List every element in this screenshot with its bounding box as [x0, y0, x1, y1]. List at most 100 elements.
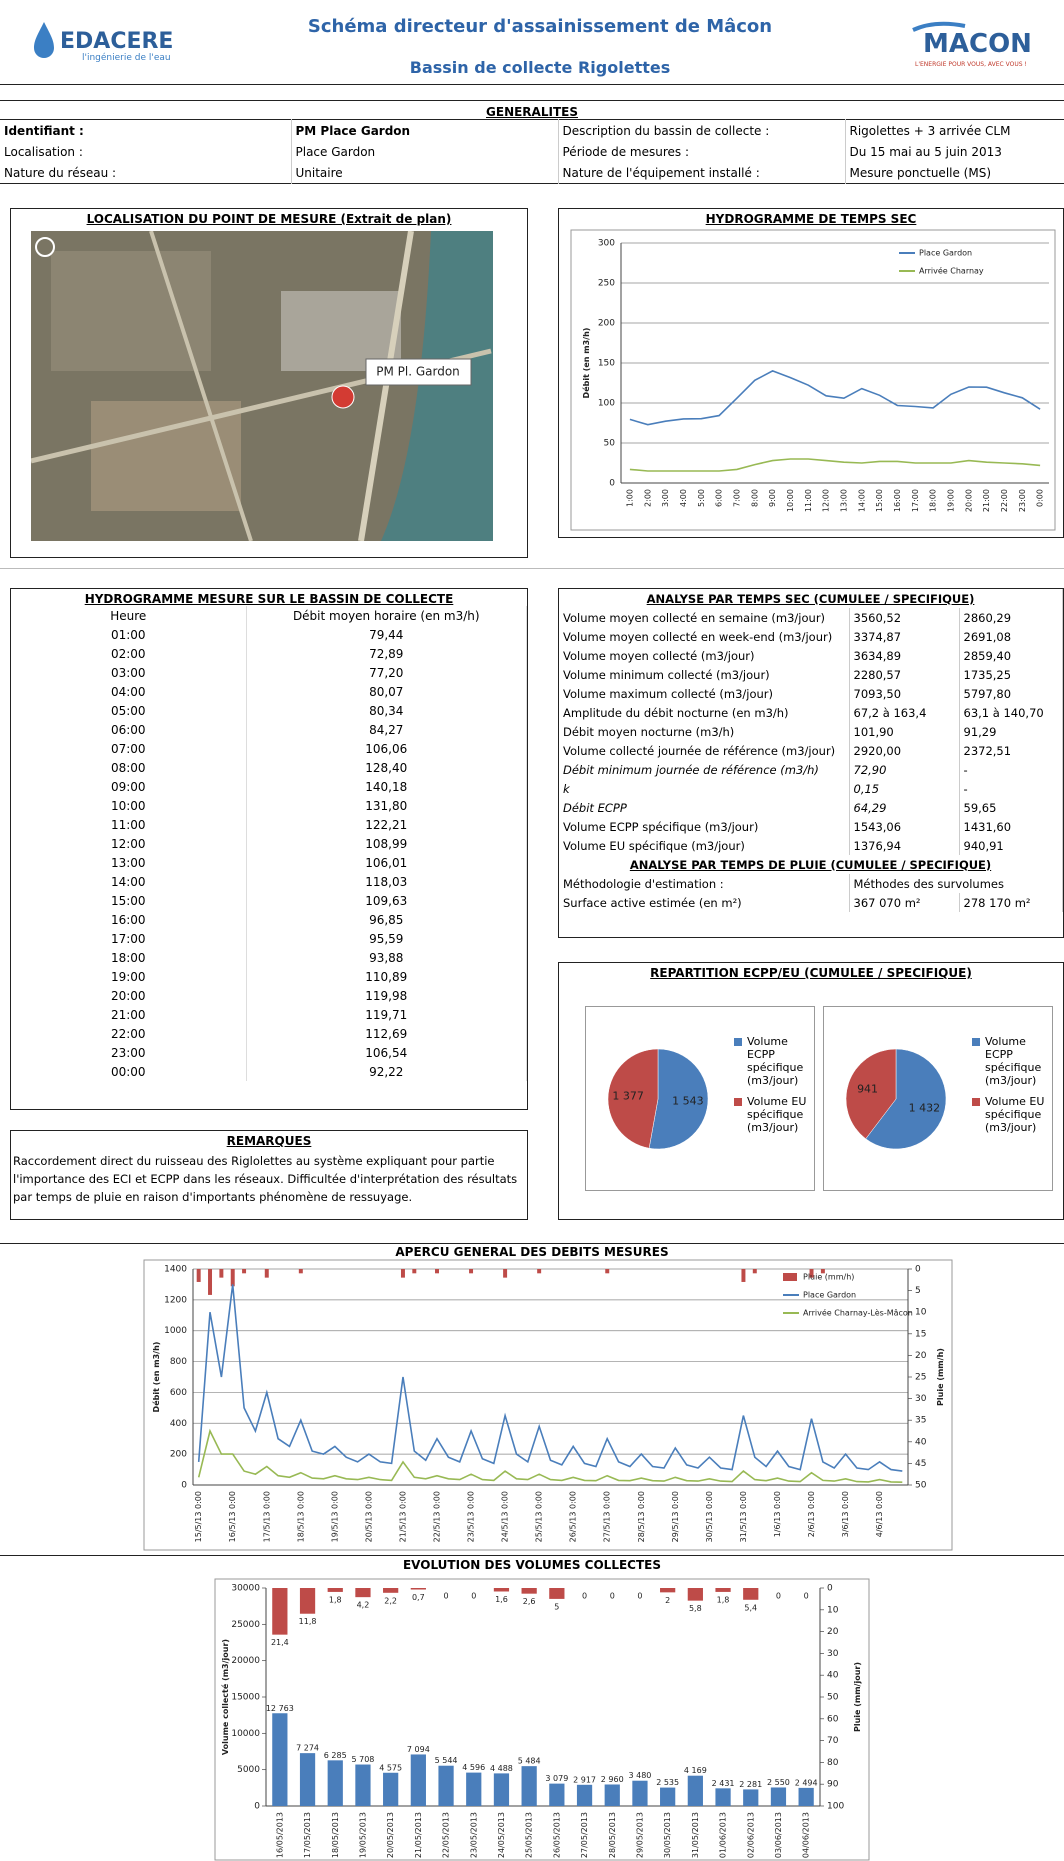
bar [549, 1784, 564, 1806]
separator [0, 568, 1064, 569]
data-label: 2,2 [384, 1596, 397, 1605]
table-cell: 0,15 [849, 779, 959, 798]
section-title: REPARTITION ECPP/EU (CUMULEE / SPECIFIQU… [559, 963, 1063, 980]
table-row: 11:00122,21 [11, 815, 527, 834]
y2-tick-label: 25 [915, 1373, 926, 1383]
bar [605, 1784, 620, 1806]
x-tick-label: 19/5/13 0:00 [330, 1491, 339, 1542]
table-row: 09:00140,18 [11, 777, 527, 796]
table-cell: 110,89 [246, 967, 527, 986]
table-cell: 07:00 [11, 739, 246, 758]
legend-item: Volume EU spécifique (m3/jour) [734, 1095, 812, 1134]
x-tick-label: 23/5/13 0:00 [467, 1491, 476, 1542]
table-cell: 59,65 [959, 798, 1063, 817]
x-tick-label: 21/05/2013 [414, 1812, 423, 1858]
table-cell: Volume moyen collecté en semaine (m3/jou… [559, 608, 849, 627]
table-cell: 128,40 [246, 758, 527, 777]
table-cell: 3560,52 [849, 608, 959, 627]
table-cell: 19:00 [11, 967, 246, 986]
table-cell: 63,1 à 140,70 [959, 703, 1063, 722]
table-cell: 131,80 [246, 796, 527, 815]
table-cell: 106,06 [246, 739, 527, 758]
x-tick-label: 26/5/13 0:00 [569, 1491, 578, 1542]
y-tick-label: 0 [254, 1802, 260, 1812]
y-tick-label: 0 [181, 1481, 187, 1491]
table-cell: 101,90 [849, 722, 959, 741]
x-tick-label: 20/5/13 0:00 [364, 1491, 373, 1542]
data-label: 2 960 [601, 1775, 624, 1784]
x-tick-label: 16:00 [893, 489, 902, 512]
x-tick-label: 03/06/2013 [774, 1812, 783, 1858]
section-title: ANALYSE PAR TEMPS DE PLUIE (CUMULEE / SP… [559, 855, 1063, 874]
data-label: 0 [637, 1592, 642, 1601]
x-tick-label: 29/05/2013 [635, 1812, 644, 1858]
bar [383, 1588, 398, 1593]
data-label: 4,2 [357, 1601, 370, 1610]
table-cell: Volume collecté journée de référence (m3… [559, 741, 849, 760]
table-cell: Mesure ponctuelle (MS) [845, 162, 1064, 184]
bar [265, 1269, 269, 1278]
y-axis-label: Débit (en m3/h) [581, 328, 591, 399]
bar [328, 1760, 343, 1806]
y2-tick-label: 45 [915, 1459, 926, 1469]
table-cell: 67,2 à 163,4 [849, 703, 959, 722]
data-label: 2 281 [739, 1780, 762, 1789]
bar [632, 1781, 647, 1806]
table-cell: 06:00 [11, 720, 246, 739]
y2-tick-label: 10 [915, 1308, 927, 1318]
table-cell: 04:00 [11, 682, 246, 701]
data-label: 5,4 [744, 1603, 757, 1612]
legend-label: Arrivée Charnay-Lès-Mâcon [803, 1308, 913, 1318]
table-row: Volume maximum collecté (m3/jour)7093,50… [559, 684, 1063, 703]
x-tick-label: 2:00 [643, 489, 652, 507]
chart: 0500010000150002000025000300000102030405… [214, 1578, 870, 1861]
data-label: 4 596 [462, 1763, 485, 1772]
y-tick-label: 200 [598, 319, 615, 329]
table-cell: 23:00 [11, 1043, 246, 1062]
section-title: ANALYSE PAR TEMPS SEC (CUMULEE / SPECIFI… [559, 589, 1063, 608]
table-cell: 93,88 [246, 948, 527, 967]
table-cell: Du 15 mai au 5 juin 2013 [845, 141, 1064, 162]
data-label: 0 [804, 1592, 809, 1601]
table-cell: 10:00 [11, 796, 246, 815]
table-row: Volume collecté journée de référence (m3… [559, 741, 1063, 760]
bar [688, 1776, 703, 1806]
legend-item: Volume ECPP spécifique (m3/jour) [734, 1035, 812, 1087]
table-row: Débit ECPP64,2959,65 [559, 798, 1063, 817]
data-label: 2 [665, 1596, 670, 1605]
map-image: PM Pl. Gardon [31, 231, 493, 541]
table-cell: 08:00 [11, 758, 246, 777]
chart-box: HYDROGRAMME DE TEMPS SEC 050100150200250… [558, 208, 1064, 538]
table-cell: Volume moyen collecté en week-end (m3/jo… [559, 627, 849, 646]
table-cell: Débit moyen nocturne (m3/h) [559, 722, 849, 741]
x-tick-label: 04/06/2013 [802, 1812, 811, 1858]
bar [715, 1588, 730, 1592]
remarques-text: Raccordement direct du ruisseau des Rigl… [11, 1148, 527, 1210]
chart-title: HYDROGRAMME DE TEMPS SEC [559, 209, 1063, 226]
y2-tick-label: 40 [915, 1437, 927, 1447]
bar [549, 1588, 564, 1599]
data-label: 0 [582, 1592, 587, 1601]
data-label: 2,6 [523, 1597, 536, 1606]
legend-swatch [972, 1098, 980, 1106]
legend: Volume ECPP spécifique (m3/jour)Volume E… [972, 1035, 1050, 1142]
table-cell: Volume EU spécifique (m3/jour) [559, 836, 849, 855]
table-cell: 80,34 [246, 701, 527, 720]
x-tick-label: 4/6/13 0:00 [875, 1491, 884, 1537]
legend-label: Place Gardon [803, 1291, 856, 1300]
data-label: 7 274 [296, 1744, 319, 1753]
bar [300, 1753, 315, 1806]
table-cell: 140,18 [246, 777, 527, 796]
separator [0, 100, 1064, 101]
data-label: 0 [610, 1592, 615, 1601]
legend-label: Volume EU spécifique (m3/jour) [985, 1095, 1050, 1134]
table-row: Volume minimum collecté (m3/jour)2280,57… [559, 665, 1063, 684]
bar [355, 1765, 370, 1806]
table-cell: PM Place Gardon [291, 120, 558, 142]
data-label: 5 544 [435, 1756, 458, 1765]
